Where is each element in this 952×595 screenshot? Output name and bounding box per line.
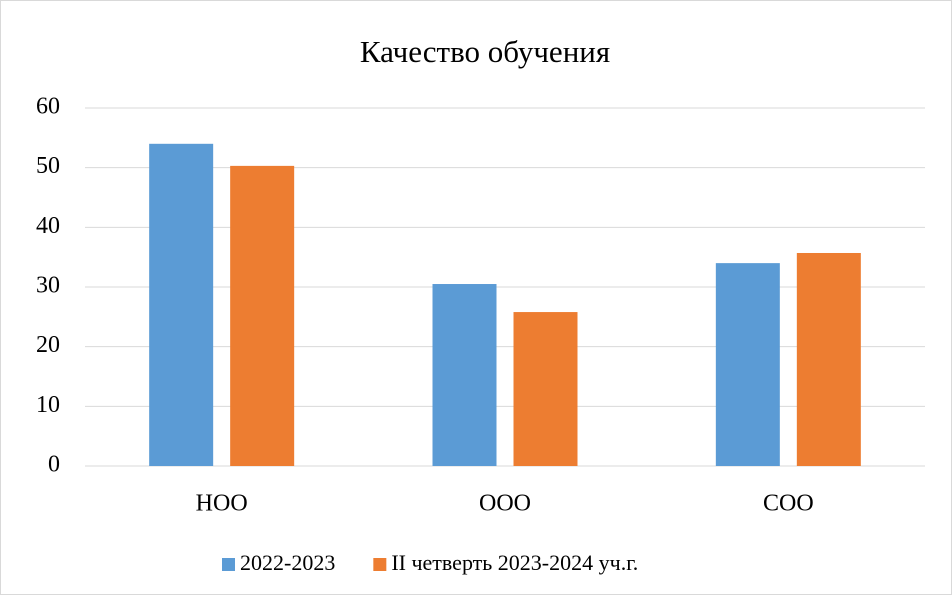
x-tick-label: СОО [763,491,814,517]
y-tick-label: 50 [36,153,60,179]
legend-label: II четверть 2023-2024 уч.г. [391,550,638,575]
bar [513,312,578,466]
y-tick-label: 60 [36,94,60,120]
legend-swatch [222,558,235,571]
y-tick-label: 0 [48,452,60,478]
bar [149,143,214,467]
chart-title: Качество обучения [360,34,610,69]
x-tick-label: ООО [479,491,531,517]
bar [796,252,861,466]
y-tick-label: 10 [36,392,60,418]
legend-swatch [373,558,387,571]
x-tick-label: НОО [196,491,248,517]
legend-label: 2022-2023 [240,550,335,575]
y-tick-label: 30 [36,273,60,299]
y-tick-label: 40 [36,213,60,239]
bar [230,165,295,467]
y-tick-label: 20 [36,332,60,358]
bar [432,284,497,466]
bar [715,263,780,466]
